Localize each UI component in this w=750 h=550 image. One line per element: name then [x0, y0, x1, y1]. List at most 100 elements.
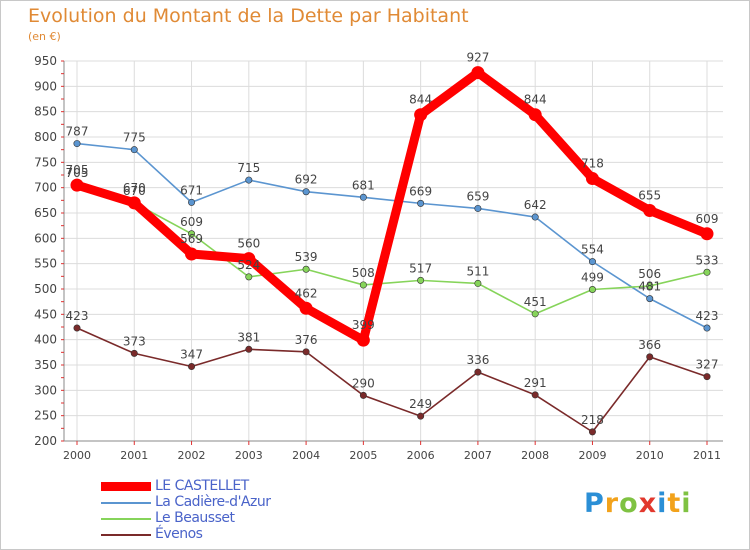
series-evenos: [73, 324, 711, 436]
data-point: [643, 203, 657, 217]
data-label: 718: [581, 157, 604, 171]
data-point: [73, 140, 81, 148]
x-tick-label: 2003: [235, 449, 263, 462]
data-label: 787: [66, 125, 89, 139]
data-point: [528, 108, 542, 122]
data-point: [70, 178, 84, 192]
legend-label: Le Beausset: [155, 510, 235, 526]
data-point: [588, 286, 596, 294]
y-tick-label: 950: [34, 54, 57, 68]
data-label: 642: [524, 198, 547, 212]
plot-area: [64, 61, 723, 441]
legend-swatch: [101, 518, 151, 520]
data-label: 844: [409, 93, 432, 107]
logo-letter: r: [604, 488, 620, 519]
data-label: 508: [352, 266, 375, 280]
data-label: 681: [352, 178, 375, 192]
data-point: [417, 412, 425, 420]
logo-letter: P: [584, 488, 605, 519]
data-label: 373: [123, 334, 146, 348]
legend-label: La Cadière-d'Azur: [155, 494, 271, 510]
data-label: 569: [180, 232, 203, 246]
data-label: 609: [180, 215, 203, 229]
logo-letter: o: [619, 488, 639, 519]
data-point: [356, 333, 370, 347]
data-label: 560: [237, 237, 260, 251]
data-label: 705: [66, 166, 89, 180]
y-tick-label: 650: [34, 206, 57, 220]
logo-letter: t: [667, 488, 682, 519]
y-tick-label: 850: [34, 105, 57, 119]
data-label: 524: [237, 258, 260, 272]
data-point: [531, 310, 539, 318]
data-label: 399: [352, 318, 375, 332]
series-la-cadiere-d-azur: [73, 140, 711, 332]
data-label: 249: [409, 397, 432, 411]
data-label: 347: [180, 348, 203, 362]
data-point: [245, 345, 253, 353]
y-tick-label: 200: [34, 434, 57, 448]
legend-item: LE CASTELLET: [101, 478, 361, 495]
data-point: [417, 276, 425, 284]
series-le-castellet: [70, 66, 714, 347]
data-point: [474, 279, 482, 287]
data-point: [299, 301, 313, 315]
x-tick-label: 2002: [178, 449, 206, 462]
data-point: [417, 199, 425, 207]
data-label: 692: [295, 173, 318, 187]
x-tick-label: 2010: [636, 449, 664, 462]
data-label: 462: [295, 286, 318, 300]
data-point: [188, 363, 196, 371]
logo-letter: x: [638, 488, 658, 519]
data-point: [703, 373, 711, 381]
grid: [64, 60, 723, 442]
data-label: 336: [466, 353, 489, 367]
data-point: [188, 198, 196, 206]
y-tick-label: 400: [34, 333, 57, 347]
data-label: 671: [180, 183, 203, 197]
legend-label: Évenos: [155, 526, 203, 542]
y-tick-label: 600: [34, 231, 57, 245]
data-label: 844: [524, 93, 547, 107]
data-label: 669: [409, 184, 432, 198]
series-line: [76, 142, 708, 329]
data-point: [188, 230, 196, 238]
data-label: 376: [295, 333, 318, 347]
data-label: 381: [237, 330, 260, 344]
x-tick-label: 2011: [693, 449, 721, 462]
x-tick-label: 2006: [407, 449, 435, 462]
data-label: 481: [638, 280, 661, 294]
data-label: 655: [638, 188, 661, 202]
data-point: [474, 204, 482, 212]
data-point: [302, 348, 310, 356]
legend-label: LE CASTELLET: [155, 478, 249, 494]
y-tick-label: 300: [34, 383, 57, 397]
data-point: [359, 391, 367, 399]
data-label: 327: [696, 358, 719, 372]
data-point: [585, 172, 599, 186]
data-point: [127, 196, 141, 210]
chart-title: Evolution du Montant de la Dette par Hab…: [28, 5, 469, 27]
data-label: 423: [696, 309, 719, 323]
y-tick-label: 700: [34, 181, 57, 195]
data-label: 499: [581, 271, 604, 285]
data-point: [302, 265, 310, 273]
legend-item: Le Beausset: [101, 510, 361, 527]
logo-letter: i: [681, 488, 692, 519]
y-tick-label: 350: [34, 358, 57, 372]
logo-letter: i: [657, 488, 668, 519]
x-tick-label: 2008: [521, 449, 549, 462]
x-tick-label: 2001: [120, 449, 148, 462]
data-label: 705: [66, 163, 89, 177]
data-label: 659: [466, 189, 489, 203]
data-point: [185, 247, 199, 261]
data-label: 423: [66, 309, 89, 323]
x-tick-label: 2000: [63, 449, 91, 462]
data-point: [531, 391, 539, 399]
legend-swatch: [101, 534, 151, 536]
series: [70, 66, 714, 436]
data-label: 715: [237, 161, 260, 175]
data-point: [130, 146, 138, 154]
